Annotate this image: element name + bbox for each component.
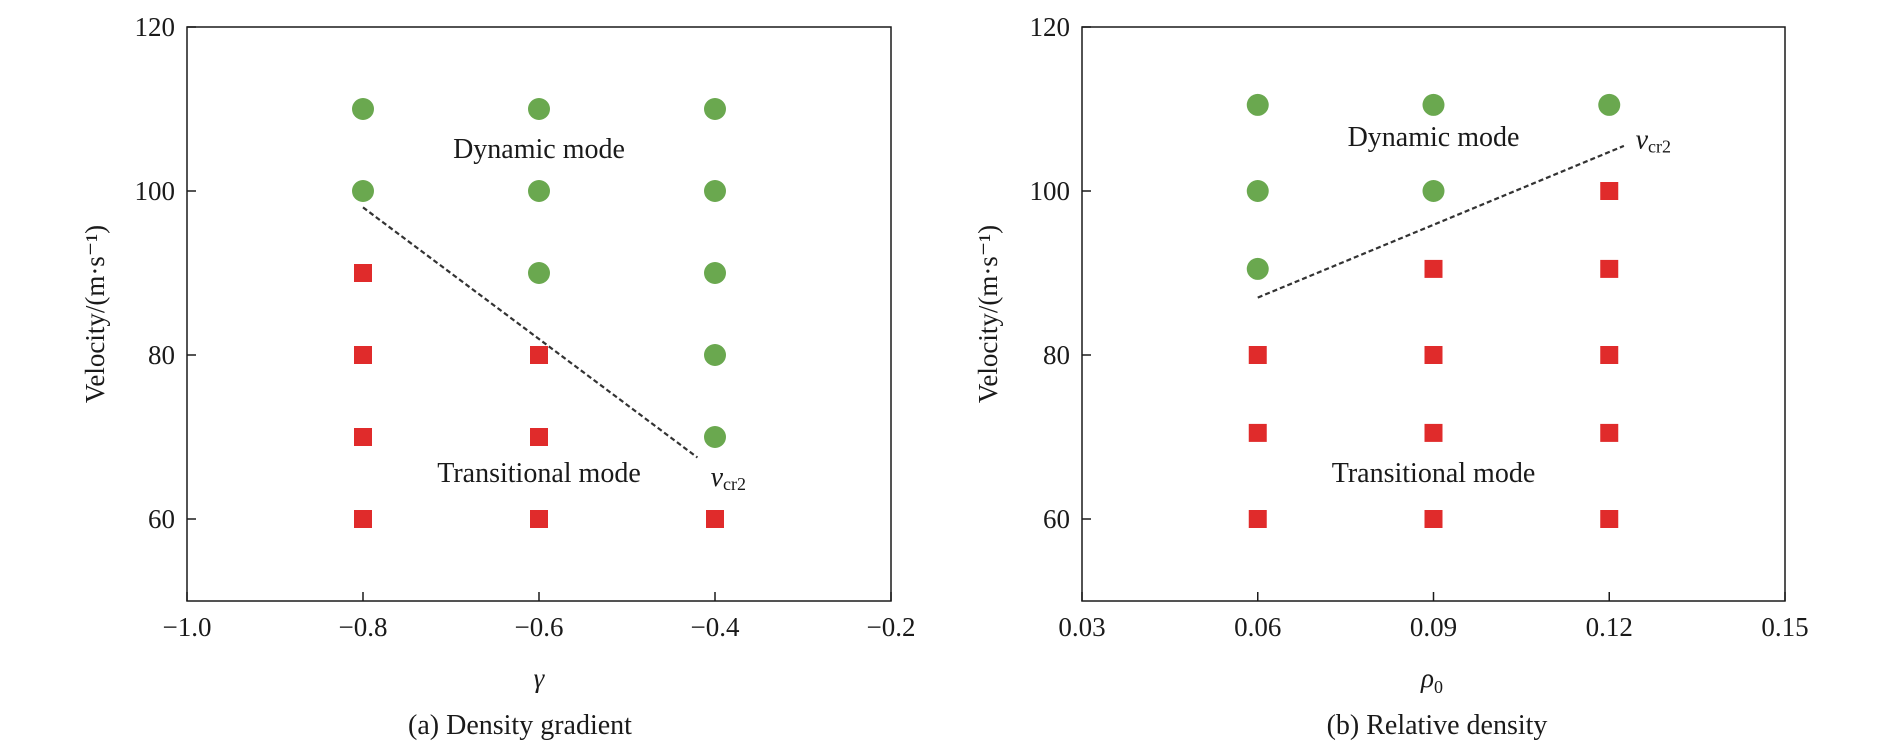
panel-density-gradient: −1.0 −0.8 −0.6 −0.4 −0.2 60 80 100 120 Dynamic m… (80, 12, 915, 741)
y-tick-label: 60 (148, 504, 175, 534)
boundary-label-main: v (1636, 124, 1649, 155)
data-point-square (1424, 423, 1443, 442)
x-tick-label: −0.6 (515, 612, 564, 642)
x-tick-label: −0.2 (867, 612, 916, 642)
caption: (a) Density gradient (408, 710, 632, 741)
x-axis-title: γ (534, 663, 546, 693)
data-point-circle (704, 344, 726, 366)
boundary-label-sub: cr2 (1648, 136, 1671, 156)
data-point-circle (1246, 180, 1269, 202)
x-tick-label: 0.15 (1761, 612, 1808, 642)
axis-ticks: 0.03 0.06 0.09 0.12 0.15 60 80 100 120 (1030, 12, 1809, 642)
panel-relative-density: 0.03 0.06 0.09 0.12 0.15 60 80 100 120 Dynamic m… (973, 12, 1809, 741)
boundary-line (362, 206, 699, 459)
x-axis-title-main: ρ (1420, 663, 1434, 693)
data-point-square (1248, 346, 1267, 364)
data-point-circle (1246, 257, 1269, 280)
boundary-label-main: v (711, 462, 724, 493)
data-point-circle (1422, 180, 1445, 202)
x-tick-label: 0.09 (1410, 612, 1457, 642)
data-point-square (1248, 423, 1267, 442)
data-point-circle (704, 426, 726, 448)
data-point-circle (528, 98, 550, 120)
data-point-square (530, 428, 548, 446)
data-point-square (354, 346, 372, 364)
data-point-circle (352, 98, 374, 120)
y-tick-label: 80 (1043, 340, 1070, 370)
data-point-square (1248, 510, 1267, 528)
data-point-square (530, 510, 548, 528)
data-point-circle (704, 262, 726, 284)
data-point-square (1424, 259, 1443, 278)
data-point-square (1600, 346, 1619, 364)
x-tick-label: −1.0 (163, 612, 212, 642)
y-tick-label: 120 (135, 12, 176, 42)
annotation-dynamic-mode: Dynamic mode (453, 134, 625, 165)
boundary-label: vcr2 (711, 462, 746, 494)
axis-ticks: −1.0 −0.8 −0.6 −0.4 −0.2 60 80 100 120 (135, 12, 916, 642)
data-point-circle (1246, 93, 1269, 116)
data-point-circle (1422, 93, 1445, 116)
data-point-circle (528, 180, 550, 202)
x-axis-title: ρ0 (1420, 663, 1443, 697)
data-markers (352, 98, 726, 528)
x-tick-label: 0.12 (1586, 612, 1633, 642)
data-point-square (1424, 510, 1443, 528)
y-tick-label: 60 (1043, 504, 1070, 534)
data-markers (1246, 93, 1621, 528)
x-axis-title-sub: 0 (1434, 677, 1443, 697)
y-tick-label: 100 (1030, 176, 1071, 206)
data-point-circle (704, 180, 726, 202)
data-point-square (1600, 259, 1619, 278)
critical-boundary (1257, 144, 1625, 299)
annotation-transitional-mode: Transitional mode (437, 458, 641, 489)
data-point-square (1424, 346, 1443, 364)
y-axis-title: Velocity/(m·s⁻¹) (973, 225, 1003, 403)
data-point-circle (1598, 93, 1621, 116)
boundary-label: vcr2 (1636, 124, 1671, 156)
data-point-square (354, 510, 372, 528)
boundary-label-sub: cr2 (723, 474, 746, 494)
data-point-square (354, 428, 372, 446)
annotation-dynamic-mode: Dynamic mode (1348, 122, 1520, 153)
y-tick-label: 120 (1030, 12, 1071, 42)
data-point-square (1600, 510, 1619, 528)
data-point-square (706, 510, 724, 528)
data-point-square (1600, 182, 1619, 200)
x-tick-label: −0.8 (339, 612, 388, 642)
y-tick-label: 100 (135, 176, 176, 206)
data-point-square (1600, 423, 1619, 442)
data-point-circle (528, 262, 550, 284)
y-tick-label: 80 (148, 340, 175, 370)
caption: (b) Relative density (1327, 710, 1548, 741)
annotation-transitional-mode: Transitional mode (1332, 458, 1536, 489)
critical-boundary (362, 206, 699, 459)
y-axis-title: Velocity/(m·s⁻¹) (80, 225, 110, 403)
x-tick-label: 0.06 (1234, 612, 1281, 642)
x-tick-label: −0.4 (691, 612, 740, 642)
boundary-line (1257, 144, 1625, 299)
data-point-circle (352, 180, 374, 202)
x-tick-label: 0.03 (1058, 612, 1105, 642)
data-point-square (530, 346, 548, 364)
data-point-square (354, 264, 372, 282)
data-point-circle (704, 98, 726, 120)
